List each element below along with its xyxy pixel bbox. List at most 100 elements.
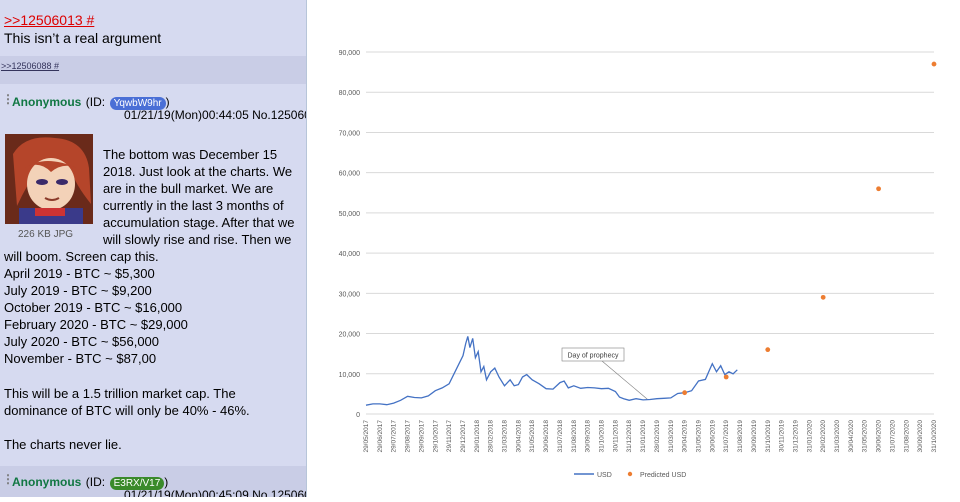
x-tick-label: 31/05/2018 xyxy=(529,420,536,453)
x-tick-label: 31/01/2020 xyxy=(806,420,813,453)
post-thumbnail[interactable] xyxy=(5,134,93,224)
x-tick-label: 29/12/2017 xyxy=(460,420,467,453)
message-line: The bottom was December 15 xyxy=(103,147,278,162)
y-tick-label: 0 xyxy=(356,412,360,419)
message-line: will boom. Screen cap this. xyxy=(4,249,159,264)
y-tick-label: 60,000 xyxy=(339,171,361,178)
predicted-usd-point xyxy=(931,61,937,67)
x-tick-label: 31/07/2018 xyxy=(557,420,564,453)
x-tick-label: 31/12/2019 xyxy=(792,420,799,453)
x-tick-label: 30/04/2020 xyxy=(848,420,855,453)
x-tick-label: 28/02/2018 xyxy=(488,420,495,453)
y-tick-label: 90,000 xyxy=(339,50,361,57)
legend-predicted-label: Predicted USD xyxy=(640,472,686,479)
x-tick-label: 30/04/2019 xyxy=(682,420,689,453)
poster-id-badge[interactable]: YqwbW9hr xyxy=(109,97,166,110)
y-tick-label: 80,000 xyxy=(339,90,361,97)
quote-link-text[interactable]: >>12506013 # xyxy=(4,12,95,28)
post-menu-icon[interactable]: ⋮ xyxy=(2,472,14,486)
btc-price-chart: 0 10,000 20,000 30,000 40,000 50,000 60,000 70,… xyxy=(306,0,960,497)
y-tick-label: 30,000 xyxy=(339,291,361,298)
x-tick-label: 31/12/2018 xyxy=(626,420,633,453)
id-suffix: ) xyxy=(165,95,170,109)
post-column: >>12506013 # This isn’t a real argument … xyxy=(0,0,307,497)
x-tick-label: 30/06/2020 xyxy=(876,420,883,453)
x-tick-label: 29/01/2018 xyxy=(474,420,481,453)
post-header: Anonymous (ID: YqwbW9hr) xyxy=(12,93,170,111)
usd-series-line xyxy=(365,336,738,406)
post-header: Anonymous (ID: E3RX/V17) xyxy=(12,473,168,491)
message-line: April 2019 - BTC ~ $5,300 xyxy=(4,266,155,281)
quote-link[interactable]: >>12506013 # xyxy=(4,12,94,30)
x-tick-label: 30/11/2018 xyxy=(612,420,619,452)
x-tick-label: 31/07/2019 xyxy=(723,420,730,453)
annotation-leader xyxy=(601,360,648,400)
annotation-box xyxy=(561,347,625,362)
anime-avatar-image xyxy=(5,134,93,224)
x-tick-label: 31/08/2019 xyxy=(737,420,744,453)
x-tick-label: 29/05/2017 xyxy=(363,420,370,453)
x-tick-label: 28/02/2019 xyxy=(654,420,661,453)
x-tick-label: 31/08/2018 xyxy=(571,420,578,453)
file-size: 226 KB JPG xyxy=(18,229,74,240)
post-datetime[interactable]: 01/21/19(Mon)00:45:09 No.125060 xyxy=(124,488,307,497)
message-line: will slowly rise and rise. Then we xyxy=(103,232,292,247)
x-tick-label: 31/10/2019 xyxy=(765,420,772,453)
predicted-usd-point xyxy=(876,186,881,192)
x-tick-label: 31/03/2018 xyxy=(502,420,509,453)
x-tick-label: 31/03/2019 xyxy=(668,420,675,453)
y-tick-label: 50,000 xyxy=(339,211,361,218)
post-reply-1: >>12506013 # This isn’t a real argument xyxy=(0,0,306,56)
backlink[interactable]: >>12506088 # xyxy=(1,61,60,71)
poster-name: Anonymous xyxy=(12,95,82,109)
legend-usd-label: USD xyxy=(597,472,612,479)
message-line: July 2020 - BTC ~ $56,000 xyxy=(4,334,160,349)
x-tick-label: 29/07/2017 xyxy=(391,420,398,453)
x-tick-label: 29/06/2017 xyxy=(377,420,384,453)
predicted-usd-point xyxy=(682,390,688,396)
predicted-usd-point xyxy=(820,294,826,300)
predicted-usd-point xyxy=(765,347,771,353)
x-tick-label: 31/10/2020 xyxy=(931,420,938,453)
message-line: are in the bull market. We are xyxy=(103,181,274,196)
legend-predicted-swatch xyxy=(627,471,633,477)
x-tick-label: 31/10/2018 xyxy=(599,420,606,453)
x-tick-label: 29/11/2017 xyxy=(446,420,453,452)
message-line: November - BTC ~ $87,00 xyxy=(4,351,157,366)
message-line: October 2019 - BTC ~ $16,000 xyxy=(4,300,183,315)
predicted-usd-point xyxy=(723,374,729,380)
x-tick-label: 30/04/2018 xyxy=(515,420,522,453)
poster-id-badge[interactable]: E3RX/V17 xyxy=(109,477,165,490)
message-line: accumulation stage. After that we xyxy=(103,215,295,230)
message-line: dominance of BTC will only be 40% - 46%. xyxy=(4,403,250,418)
x-tick-label: 31/05/2020 xyxy=(862,420,869,453)
chart-svg: 0 10,000 20,000 30,000 40,000 50,000 60,000 70,… xyxy=(339,50,938,479)
x-tick-label: 29/09/2017 xyxy=(418,420,425,453)
x-tick-label: 31/03/2020 xyxy=(834,420,841,453)
x-tick-label: 31/01/2019 xyxy=(640,420,647,453)
separator xyxy=(0,56,306,84)
x-tick-label: 31/05/2019 xyxy=(695,420,702,453)
message-line: currently in the last 3 months of xyxy=(103,198,284,213)
x-tick-label: 29/08/2017 xyxy=(405,420,412,453)
annotation-text: Day of prophecy xyxy=(568,353,619,360)
x-tick-label: 30/11/2019 xyxy=(779,420,786,452)
post-text: This isn’t a real argument xyxy=(4,30,162,46)
x-tick-label: 30/09/2018 xyxy=(585,420,592,453)
y-tick-label: 10,000 xyxy=(339,372,361,379)
id-prefix: (ID: xyxy=(85,95,106,109)
id-suffix: ) xyxy=(164,475,169,489)
post-datetime[interactable]: 01/21/19(Mon)00:44:05 No.125060 xyxy=(124,108,307,122)
post-menu-icon[interactable]: ⋮ xyxy=(2,92,14,106)
x-tick-label: 31/07/2020 xyxy=(889,420,896,453)
y-tick-label: 70,000 xyxy=(339,130,361,137)
poster-name: Anonymous xyxy=(12,475,82,489)
y-tick-label: 20,000 xyxy=(339,332,361,339)
message-line: 2018. Just look at the charts. We xyxy=(103,164,293,179)
message-line: The charts never lie. xyxy=(4,437,122,452)
y-tick-label: 40,000 xyxy=(339,251,361,258)
x-tick-label: 30/06/2019 xyxy=(709,420,716,453)
id-prefix: (ID: xyxy=(85,475,106,489)
message-line: July 2019 - BTC ~ $9,200 xyxy=(4,283,152,298)
x-tick-label: 30/09/2019 xyxy=(751,420,758,453)
